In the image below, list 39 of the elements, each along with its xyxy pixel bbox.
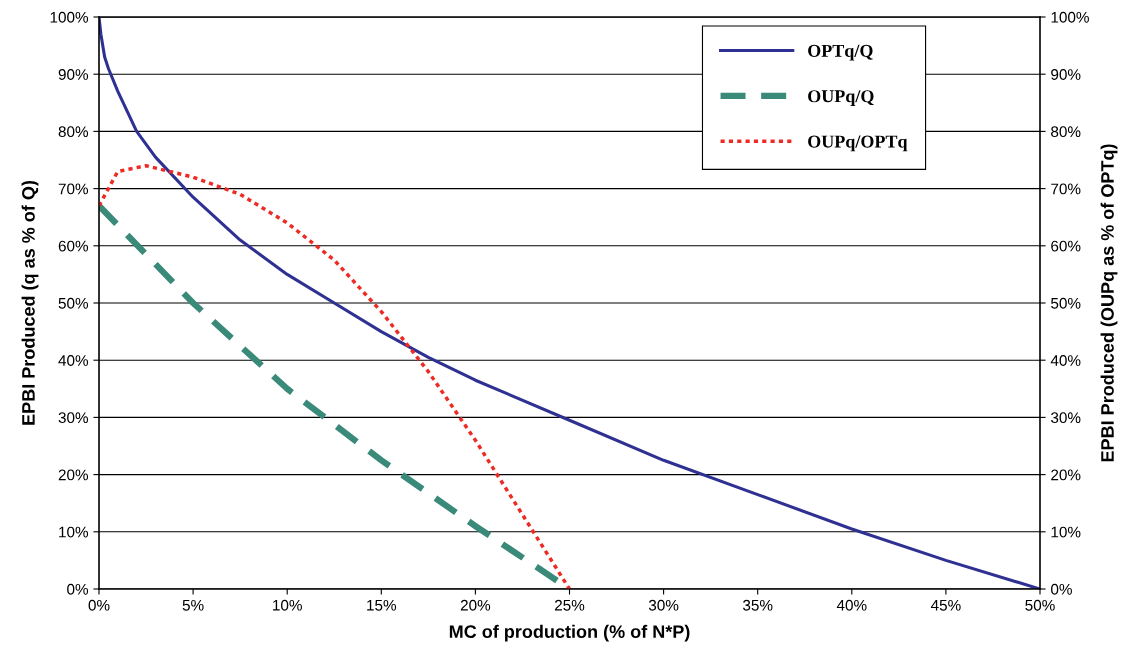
y2-tick-label: 100% — [1051, 11, 1089, 23]
y-axis-title: EPBI Produced (q as % of Q) — [21, 181, 39, 425]
y-tick-label: 20% — [58, 469, 89, 481]
x-tick-label: 0% — [88, 599, 110, 611]
x-tick-label: 30% — [648, 599, 679, 611]
y2-tick-label: 80% — [1051, 126, 1081, 138]
x-tick-label: 50% — [1025, 599, 1055, 611]
y2-tick-label: 90% — [1051, 69, 1081, 80]
legend-label: OUPq/OPTq — [808, 135, 908, 152]
y-tick-label: 100% — [50, 11, 89, 23]
x-tick-label: 40% — [836, 599, 867, 611]
y-tick-label: 40% — [58, 355, 89, 366]
x-tick-label: 20% — [460, 599, 491, 611]
y2-tick-label: 10% — [1051, 526, 1081, 538]
x-tick-label: 15% — [367, 599, 397, 611]
x-tick-label: 10% — [273, 599, 302, 611]
legend-label: OPTq/Q — [808, 44, 873, 61]
y2-tick-label: 40% — [1050, 355, 1081, 366]
y-tick-label: 80% — [58, 126, 89, 138]
y-tick-label: 60% — [58, 240, 89, 252]
y2-tick-label: 20% — [1051, 469, 1081, 481]
x-tick-label: 35% — [742, 599, 773, 611]
x-tick-label: 45% — [930, 599, 961, 611]
y2-tick-label: 50% — [1051, 297, 1081, 309]
y2-tick-label: 0% — [1051, 583, 1072, 595]
y2-tick-label: 30% — [1051, 412, 1081, 424]
x-tick-label: 25% — [554, 599, 585, 611]
y-tick-label: 30% — [58, 412, 89, 424]
y2-tick-label: 70% — [1051, 183, 1081, 195]
y-tick-label: 50% — [58, 297, 89, 309]
y-tick-label: 90% — [58, 69, 89, 80]
x-tick-label: 5% — [182, 599, 204, 611]
y-tick-label: 70% — [58, 183, 89, 195]
x-axis-title: MC of production (% of N*P) — [449, 624, 690, 642]
y-tick-label: 10% — [59, 526, 89, 538]
y2-tick-label: 60% — [1051, 240, 1081, 252]
y-tick-label: 0% — [67, 583, 89, 595]
legend-label: OUPq/Q — [808, 90, 874, 106]
y2-axis-title: EPBI Produced (OUPq as % of OPTq) — [1100, 144, 1118, 462]
